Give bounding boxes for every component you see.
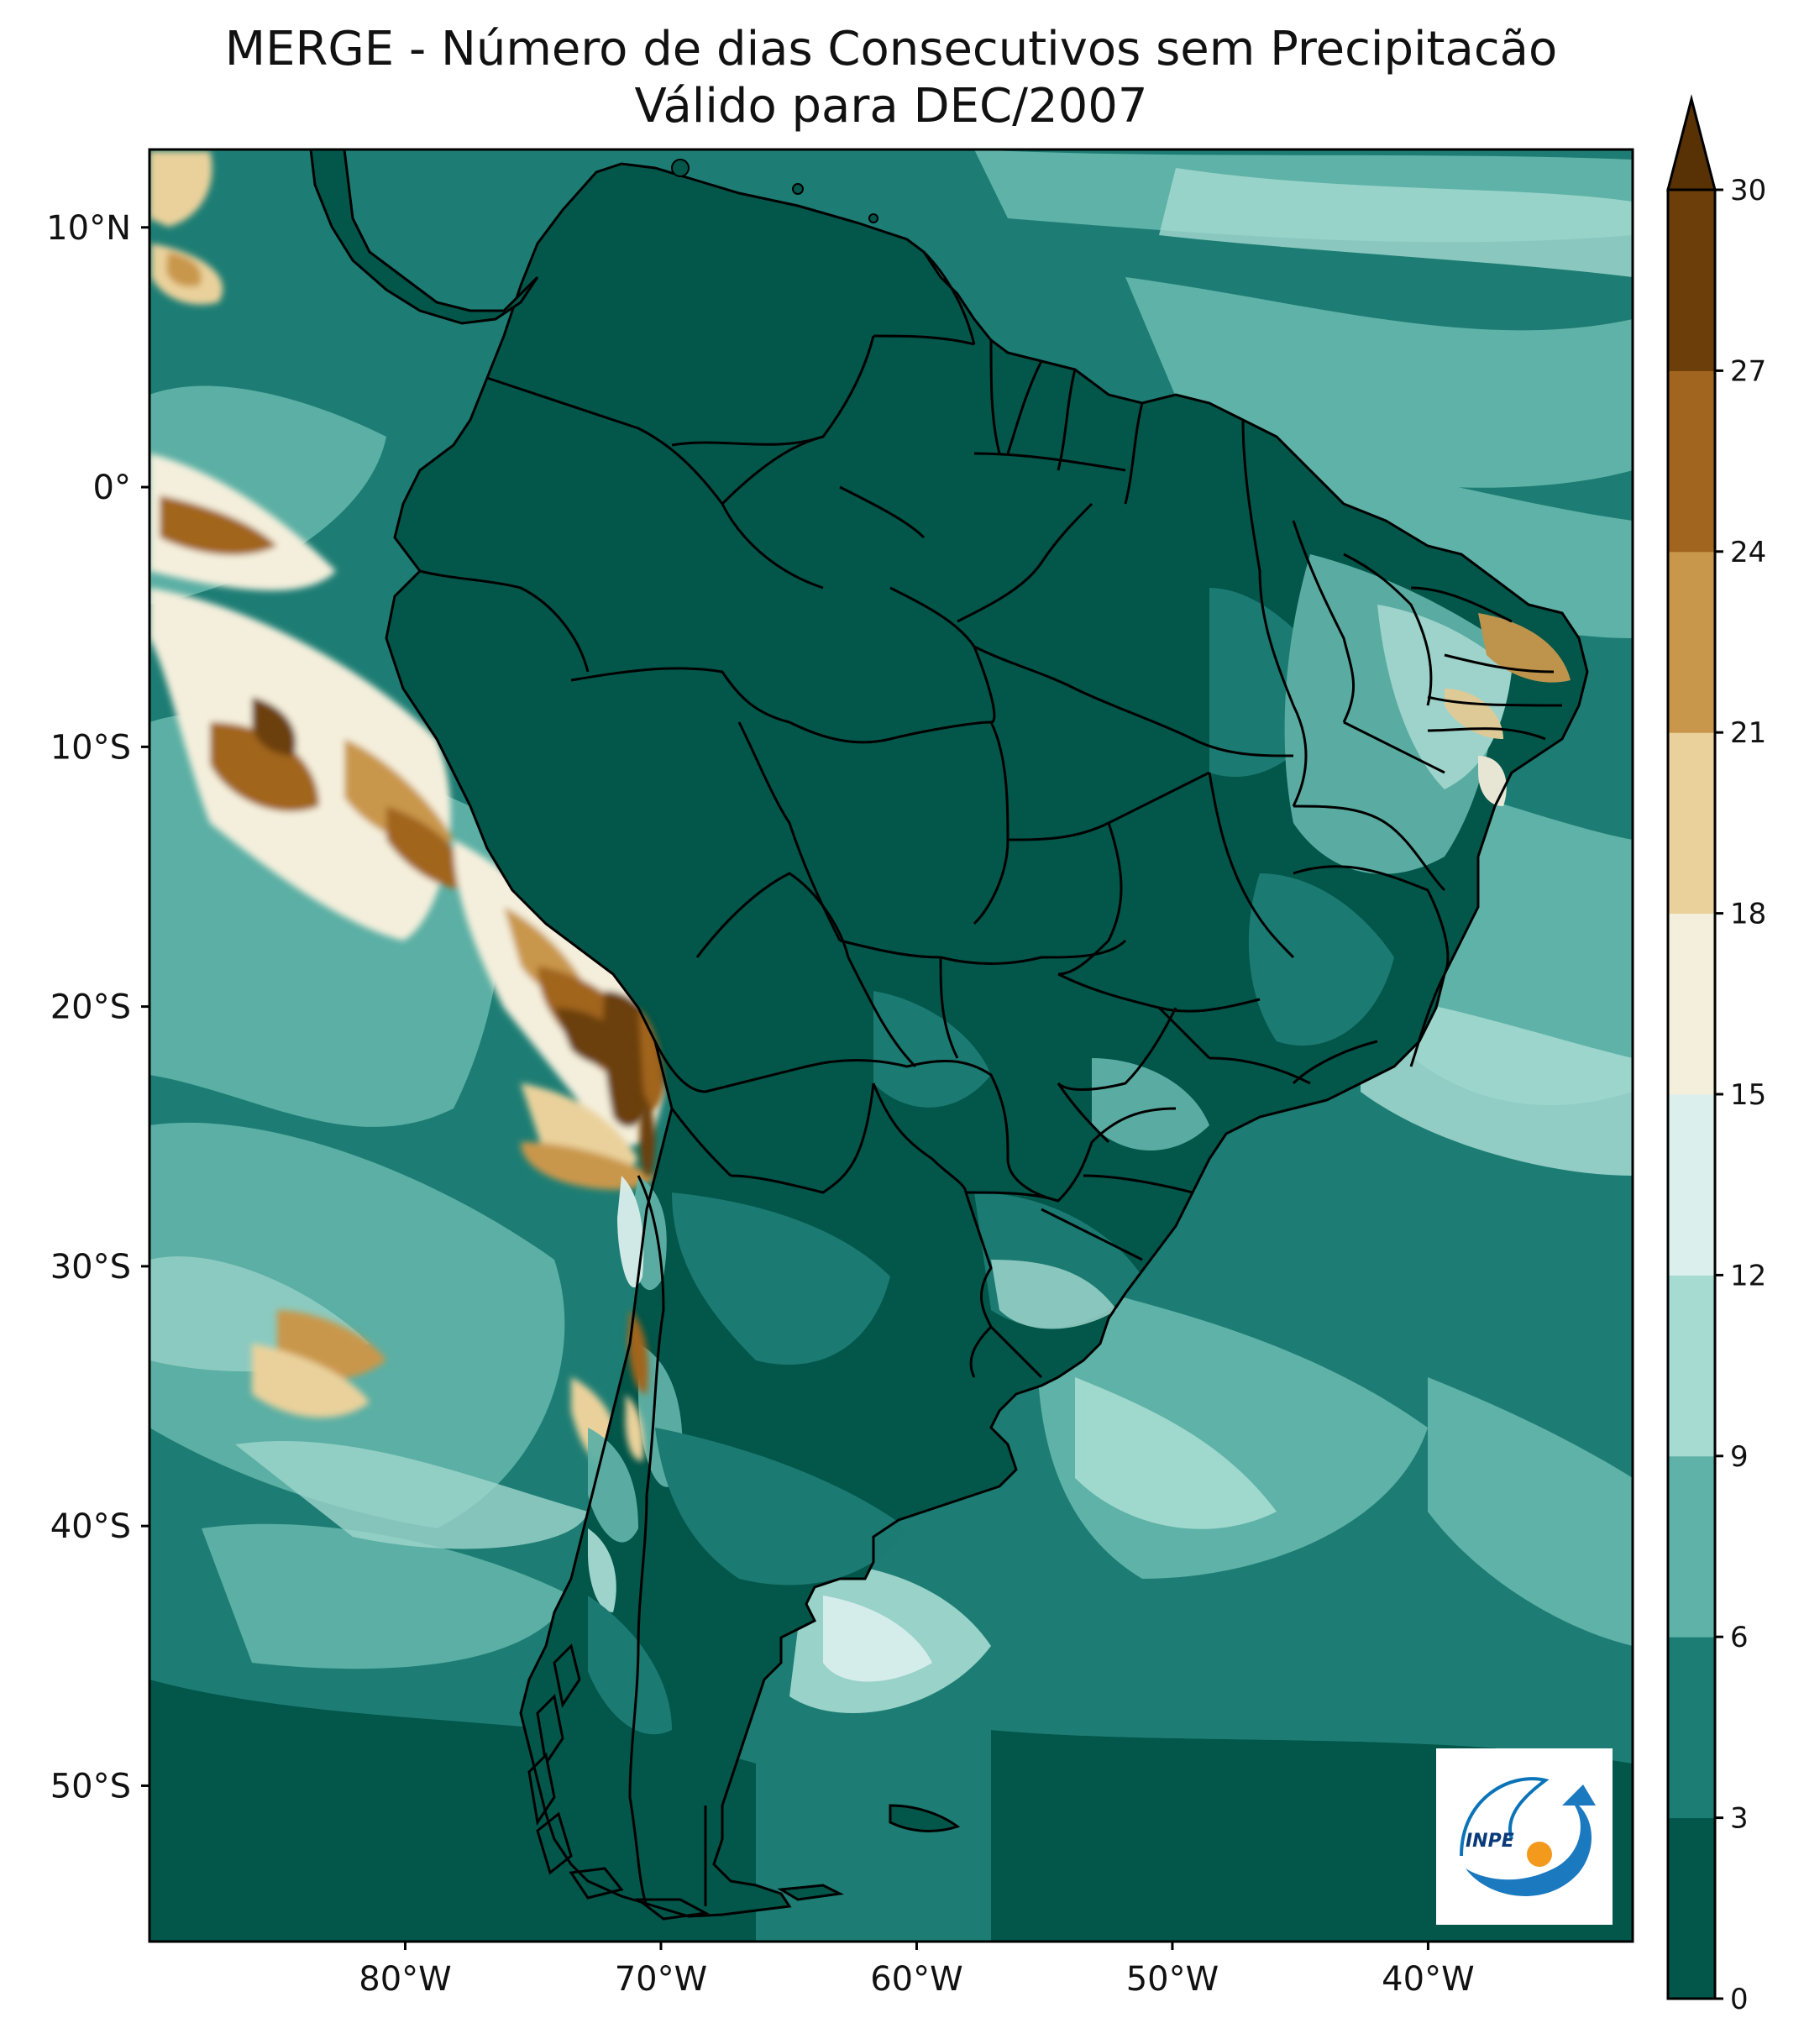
archipelago (527, 1643, 961, 1921)
lat-tick-label: 10°S (50, 728, 131, 767)
central-america-land (309, 149, 539, 325)
lat-tick-label: 50°S (50, 1767, 131, 1806)
coastline (385, 162, 1589, 1918)
colorbar-label: 9 (1730, 1440, 1749, 1474)
logo-swirl-icon (1460, 1777, 1550, 1857)
colorbar-segment (1668, 1817, 1715, 1999)
lat-tick-label: 10°N (46, 209, 131, 248)
caribbean-islands (671, 159, 878, 223)
colorbar-label: 18 (1730, 898, 1766, 931)
colorbar-segment (1668, 1094, 1715, 1276)
lat-tick-label: 30°S (50, 1248, 131, 1287)
colorbar-label: 15 (1730, 1078, 1766, 1112)
colorbar-label: 24 (1730, 536, 1766, 569)
lon-tick-label: 50°W (1126, 1960, 1219, 1999)
logo-text: INPE (1466, 1831, 1514, 1852)
lat-tick-label: 0° (93, 469, 131, 507)
colorbar-segment (1668, 190, 1715, 371)
colorbar-segment (1668, 913, 1715, 1095)
map-title: MERGE - Número de dias Consecutivos sem … (224, 22, 1558, 76)
lat-tick-label: 20°S (50, 988, 131, 1027)
colorbar-label: 6 (1730, 1621, 1749, 1654)
colorbar-label: 30 (1730, 174, 1766, 207)
map-frame (148, 148, 1634, 1943)
map-subtitle: Válido para DEC/2007 (634, 79, 1148, 134)
logo-arrow-icon (1466, 1785, 1596, 1896)
colorbar-segment (1668, 370, 1715, 553)
inpe-logo: INPE (1436, 1748, 1613, 1925)
logo-sun-icon (1527, 1842, 1552, 1867)
colorbar-extend-arrow (1666, 94, 1717, 191)
colorbar-label: 12 (1730, 1259, 1766, 1292)
colorbar-segment (1668, 732, 1715, 915)
lon-tick-label: 80°W (359, 1960, 451, 1999)
colorbar-label: 21 (1730, 716, 1766, 750)
colorbar-label: 0 (1730, 1983, 1749, 2016)
colorbar-segment (1668, 551, 1715, 733)
colorbar-label: 3 (1730, 1802, 1749, 1836)
longitude-ticks: 80°W 70°W 60°W 50°W 40°W (359, 1942, 1475, 1999)
colorbar-segment (1668, 1455, 1715, 1638)
colorbar: 0 3 6 9 12 15 18 21 24 27 30 (1666, 94, 1766, 2016)
latitude-ticks: 10°N 0° 10°S 20°S 30°S 40°S 50°S (46, 209, 149, 1806)
lat-tick-label: 40°S (50, 1507, 131, 1546)
colorbar-segment (1668, 1637, 1715, 1819)
lon-tick-label: 40°W (1382, 1960, 1474, 1999)
map-panel (149, 149, 1633, 1942)
political-boundaries (419, 250, 1563, 1907)
lon-tick-label: 70°W (615, 1960, 707, 1999)
lon-tick-label: 60°W (870, 1960, 962, 1999)
colorbar-segment (1668, 1275, 1715, 1457)
chile-dry-strip (625, 1008, 663, 1461)
colorbar-label: 27 (1730, 354, 1766, 388)
land-texture (588, 554, 1571, 1735)
